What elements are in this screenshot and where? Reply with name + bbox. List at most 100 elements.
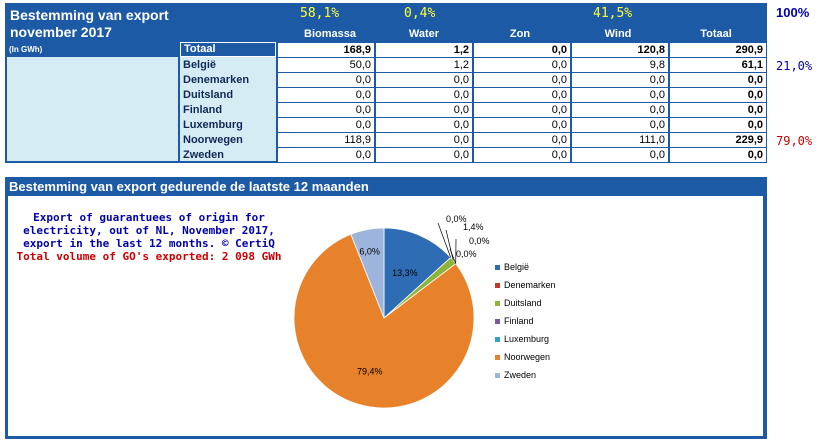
legend-swatch [495,265,500,270]
legend-item: Duitsland [495,298,542,308]
table-cell-totaal: 0,0 [670,73,766,87]
legend-label: Luxemburg [504,334,550,344]
table-cell-biomassa: 118,9 [278,133,374,147]
table-cell-biomassa: 50,0 [278,58,374,72]
totaal-cell-water: 1,2 [376,43,472,57]
unit-area [7,42,178,161]
legend-label: België [504,262,530,272]
unit-label: (In GWh) [9,45,43,54]
pie-slice-noorwegen [293,233,475,409]
note-line-1: Export of guarantuees of origin for [33,211,265,224]
country-label: Denemarken [183,74,250,86]
table-cell-zon: 0,0 [474,148,570,162]
country-label: Noorwegen [183,134,243,146]
pie-chart: 13,3%79,4%6,0%0,0%1,4%0,0%0,0% [293,214,490,409]
pie-leader-line [437,222,452,258]
water-percent: 0,4% [404,6,436,21]
country-label: Duitsland [183,89,234,101]
unit-header-strip [7,42,178,57]
table-title-line1: Bestemming van export [10,7,169,23]
totaal-label-cell: Totaal [180,42,276,57]
legend-label: Noorwegen [504,352,551,362]
table-cell-biomassa: 0,0 [278,73,374,87]
col-header-water: Water [408,28,440,40]
table-cell-water: 1,2 [376,58,472,72]
table-cell-zon: 0,0 [474,118,570,132]
table-cell-wind: 0,0 [572,148,668,162]
totaal-cell-biomassa: 168,9 [278,43,374,57]
col-header-wind: Wind [604,28,632,40]
legend-item: Finland [495,316,534,326]
table-cell-totaal: 61,1 [670,58,766,72]
chart-title: Bestemming van export gedurende de laats… [9,179,369,194]
legend-item: België [495,262,529,272]
table-cell-totaal: 0,0 [670,148,766,162]
pie-slice-belgië [383,227,452,319]
table-cell-zon: 0,0 [474,58,570,72]
legend-item: Luxemburg [495,334,549,344]
note-total: Total volume of GO's exported: 2 098 GWh [16,250,282,263]
right-belgie-percent: 21,0% [776,59,813,73]
right-total-percent: 100% [776,5,810,20]
column-divider [178,42,180,161]
country-label: België [183,59,217,71]
pie-slice-zweden [350,227,385,319]
right-noorwegen-percent: 79,0% [776,134,813,148]
table-cell-water: 0,0 [376,148,472,162]
pie-label-luxemburg: 0,0% [456,249,477,259]
table-cell-biomassa: 0,0 [278,103,374,117]
table-cell-water: 0,0 [376,118,472,132]
legend-swatch [495,373,500,378]
table-cell-zon: 0,0 [474,133,570,147]
table-cell-biomassa: 0,0 [278,118,374,132]
note-line-2: electricity, out of NL, November 2017, [23,224,275,237]
col-header-totaal: Totaal [700,28,732,40]
totaal-cell-wind: 120,8 [572,43,668,57]
country-column [180,57,276,161]
totaal-cell-totaal: 290,9 [670,43,766,57]
country-label: Zweden [183,149,224,161]
pie-label-zweden: 6,0% [359,247,380,257]
table-cell-biomassa: 0,0 [278,88,374,102]
col-header-zon: Zon [509,28,531,40]
table-cell-totaal: 0,0 [670,103,766,117]
pie-label-noorwegen: 79,4% [357,367,383,377]
table-cell-totaal: 0,0 [670,118,766,132]
table-cell-biomassa: 0,0 [278,148,374,162]
country-label: Finland [183,104,223,116]
legend-swatch [495,337,500,342]
pie-leader-line [445,229,454,261]
table-cell-zon: 0,0 [474,88,570,102]
legend-label: Duitsland [504,298,542,308]
pie-label-denemarken: 0,0% [446,214,467,224]
table-cell-water: 0,0 [376,103,472,117]
table-cell-zon: 0,0 [474,73,570,87]
table-cell-wind: 0,0 [572,88,668,102]
legend-item: Zweden [495,370,536,380]
pie-label-finland: 0,0% [469,236,490,246]
table-cell-wind: 0,0 [572,118,668,132]
table-cell-water: 0,0 [376,133,472,147]
legend-label: Denemarken [504,280,556,290]
country-label: Luxemburg [183,119,243,131]
legend-swatch [495,355,500,360]
table-cell-totaal: 229,9 [670,133,766,147]
legend-swatch [495,283,500,288]
pie-label-belgië: 13,3% [392,268,418,278]
table-cell-wind: 0,0 [572,73,668,87]
legend-swatch [495,301,500,306]
legend-label: Zweden [504,370,537,380]
note-line-3: export in the last 12 months. © CertiQ [23,237,275,250]
wind-percent: 41,5% [593,6,633,21]
biomassa-percent: 58,1% [300,6,340,21]
table-title-line2: november 2017 [10,24,112,40]
chart-note: Export of guarantuees of origin for elec… [14,211,284,263]
legend-swatch [495,319,500,324]
legend-item: Noorwegen [495,352,550,362]
table-cell-zon: 0,0 [474,103,570,117]
totaal-cell-zon: 0,0 [474,43,570,57]
table-cell-wind: 111,0 [572,133,668,147]
legend-item: Denemarken [495,280,556,290]
pie-leader-line [449,248,457,264]
table-cell-wind: 9,8 [572,58,668,72]
